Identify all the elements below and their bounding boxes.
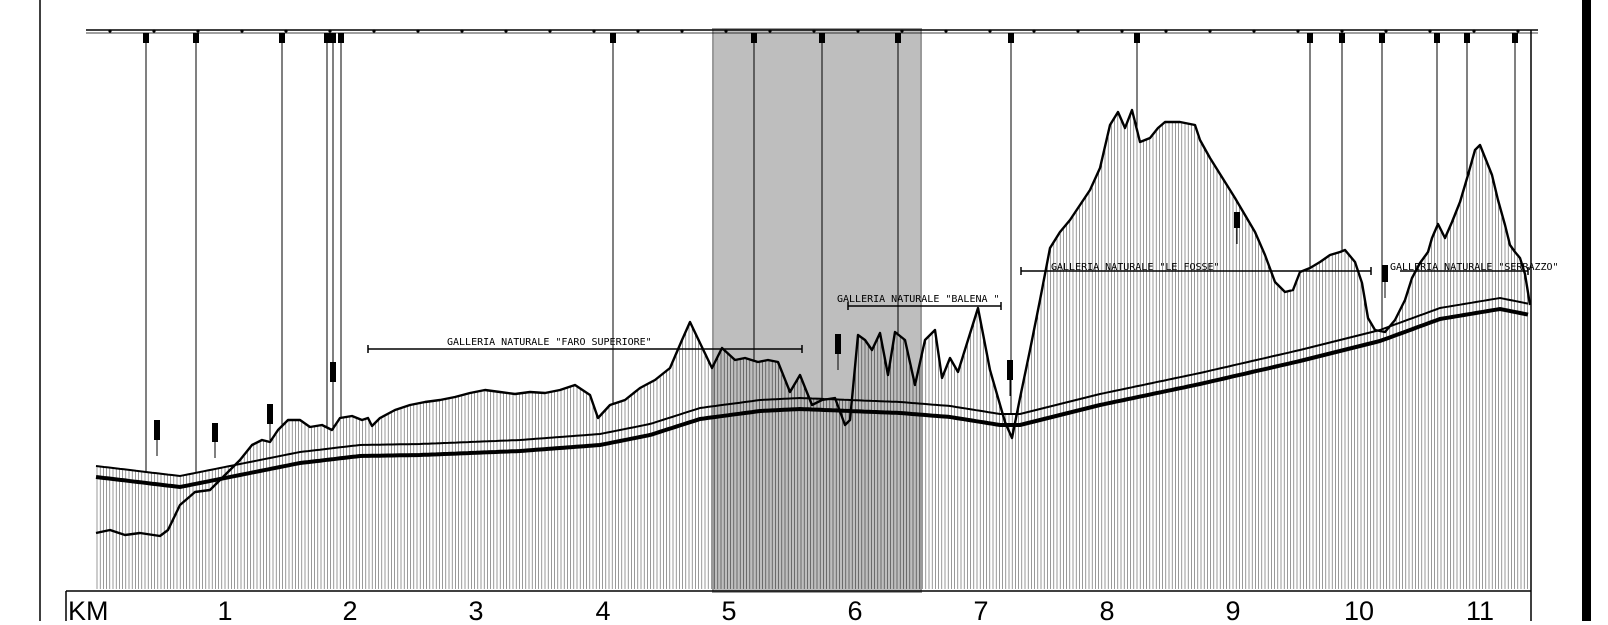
- km-mark-4: 4: [595, 596, 610, 621]
- km-mark-7: 7: [973, 596, 988, 621]
- gallery-label-balena: GALLERIA NATURALE "BALENA ": [837, 294, 1000, 305]
- top-tick: [196, 29, 200, 33]
- km-mark-9: 9: [1225, 596, 1240, 621]
- top-tick: [1340, 29, 1344, 33]
- top-tick: [900, 29, 904, 33]
- km-label: KM: [68, 596, 109, 621]
- sheet-edge-bar: [1582, 0, 1591, 621]
- top-tick: [680, 29, 684, 33]
- top-tick: [944, 29, 948, 33]
- top-tick: [460, 29, 464, 33]
- station-marker: [1008, 33, 1014, 43]
- top-tick: [988, 29, 992, 33]
- station-marker: [1464, 33, 1470, 43]
- km-mark-3: 3: [468, 596, 483, 621]
- ground-hatching-highlight: [714, 333, 920, 589]
- top-tick: [108, 29, 112, 33]
- top-tick: [152, 29, 156, 33]
- borehole-marker: [212, 423, 218, 442]
- km-mark-11: 11: [1466, 596, 1494, 621]
- station-marker: [1434, 33, 1440, 43]
- top-tick: [1032, 29, 1036, 33]
- borehole-marker: [330, 362, 336, 382]
- borehole-marker: [267, 404, 273, 424]
- top-tick: [1516, 29, 1520, 33]
- station-marker: [819, 33, 825, 43]
- station-marker: [610, 33, 616, 43]
- top-tick: [240, 29, 244, 33]
- km-mark-2: 2: [342, 596, 357, 621]
- top-tick: [504, 29, 508, 33]
- top-tick: [1428, 29, 1432, 33]
- station-marker: [193, 33, 199, 43]
- km-mark-10: 10: [1344, 596, 1374, 621]
- ground-hatching: [96, 112, 1528, 589]
- station-marker: [338, 33, 344, 43]
- gallery-label-le-fosse: GALLERIA NATURALE "LE FOSSE": [1051, 262, 1220, 273]
- borehole-marker: [1007, 360, 1013, 380]
- top-tick: [768, 29, 772, 33]
- borehole-marker: [154, 420, 160, 440]
- alignment-upper-line: [95, 296, 1529, 478]
- top-tick: [1076, 29, 1080, 33]
- top-tick: [724, 29, 728, 33]
- top-tick: [284, 29, 288, 33]
- gallery-label-serrazzo: GALLERIA NATURALE "SERRAZZO": [1390, 262, 1559, 273]
- top-tick: [856, 29, 860, 33]
- station-marker: [330, 33, 336, 43]
- alignment-lower-line: [95, 306, 1529, 490]
- top-tick: [592, 29, 596, 33]
- station-marker: [1307, 33, 1313, 43]
- km-scale: KM 1 2 3 4 5 6 7 8 9 10 11: [65, 590, 1531, 625]
- gallery-label-faro: GALLERIA NATURALE "FARO SUPERIORE": [447, 337, 652, 348]
- station-marker: [279, 33, 285, 43]
- km-mark-5: 5: [721, 596, 736, 621]
- terrain-profile-line: [95, 108, 1532, 538]
- top-tick: [1208, 29, 1212, 33]
- km-mark-6: 6: [847, 596, 862, 621]
- station-marker: [324, 33, 330, 43]
- top-tick: [1120, 29, 1124, 33]
- top-tick: [328, 29, 332, 33]
- km-mark-labels: 1 2 3 4 5 6 7 8 9 10 11: [217, 596, 1494, 625]
- gallery-labels: GALLERIA NATURALE "FARO SUPERIORE" GALLE…: [367, 262, 1559, 353]
- station-marker: [1512, 33, 1518, 43]
- top-tick: [416, 29, 420, 33]
- borehole-markers: [154, 212, 1388, 458]
- top-tick: [1296, 29, 1300, 33]
- top-tick: [1164, 29, 1168, 33]
- km-mark-8: 8: [1099, 596, 1114, 621]
- borehole-marker: [1382, 265, 1388, 282]
- station-marker: [143, 33, 149, 43]
- station-marker: [751, 33, 757, 43]
- top-tick: [548, 29, 552, 33]
- station-marker: [1379, 33, 1385, 43]
- top-tick: [1472, 29, 1476, 33]
- top-tick: [1252, 29, 1256, 33]
- station-marker: [895, 33, 901, 43]
- top-tick: [636, 29, 640, 33]
- top-tick: [372, 29, 376, 33]
- station-marker: [1339, 33, 1345, 43]
- borehole-marker: [835, 334, 841, 354]
- km-mark-1: 1: [217, 596, 232, 621]
- station-marker: [1134, 33, 1140, 43]
- borehole-marker: [1234, 212, 1240, 228]
- top-tick: [812, 29, 816, 33]
- top-tick: [1384, 29, 1388, 33]
